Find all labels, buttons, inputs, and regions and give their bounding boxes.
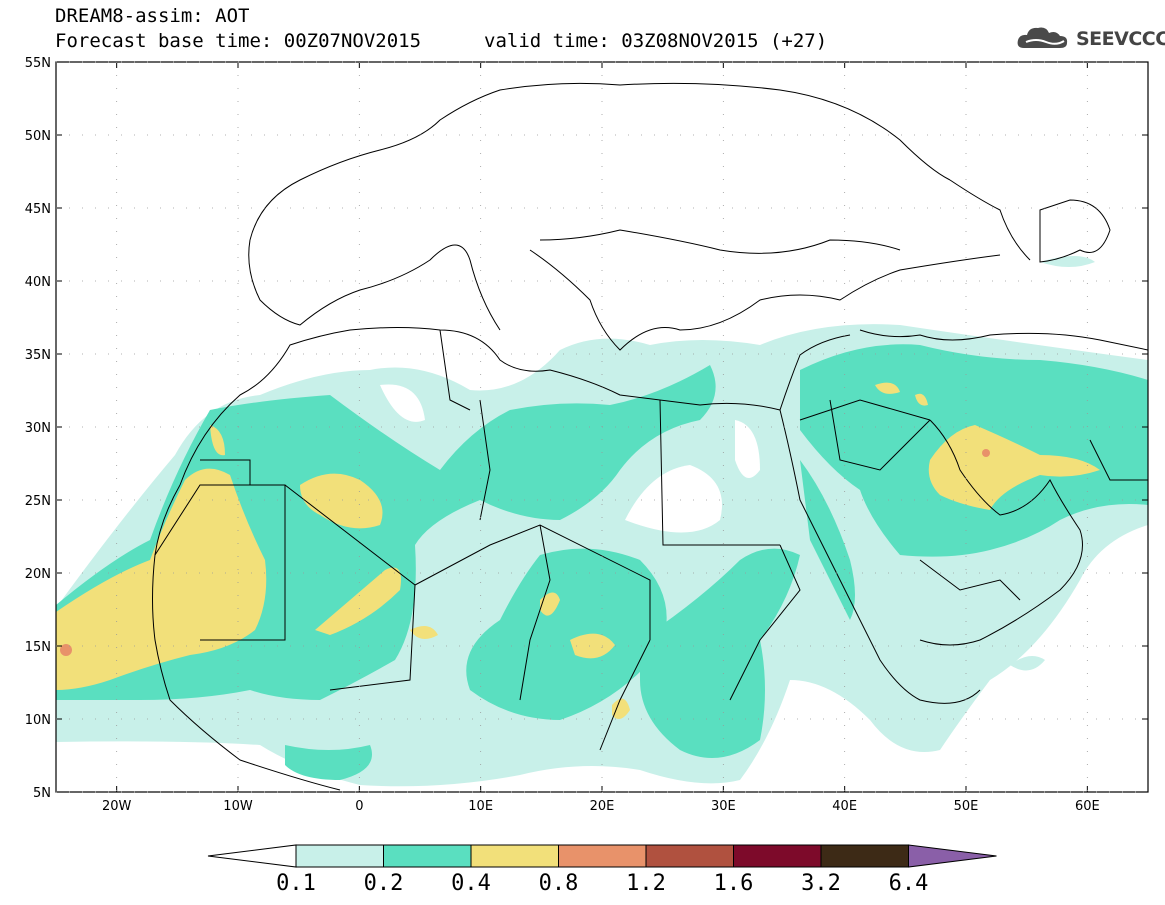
lat-label: 25N [25, 494, 51, 509]
map-title: DREAM8-assim: AOT [55, 5, 250, 27]
colorbar-box [383, 844, 472, 868]
longitude-axis: 20W 10W 0 10E 20E 30E 40E 50E 60E [102, 62, 1100, 814]
lon-label: 30E [711, 799, 736, 814]
colorbar-label: 0.4 [451, 871, 491, 896]
colorbar-box [295, 844, 384, 868]
aot-level-0.4 [56, 382, 1100, 719]
colorbar-under-arrow [207, 844, 297, 868]
lon-label: 0 [355, 799, 363, 814]
colorbar-box [645, 844, 734, 868]
lat-label: 30N [25, 421, 51, 436]
colorbar-box [470, 844, 559, 868]
colorbar-label: 0.2 [364, 871, 404, 896]
colorbar-box [820, 844, 909, 868]
colorbar-box [733, 844, 822, 868]
seevccc-logo: SEEVCCC [1016, 24, 1165, 56]
colorbar-box [558, 844, 647, 868]
colorbar-over-arrow [908, 844, 997, 868]
lon-label: 60E [1075, 799, 1100, 814]
lon-label: 10W [223, 799, 253, 814]
aot-clear-areas [380, 384, 760, 533]
aot-fields [56, 82, 1148, 791]
lon-label: 20W [102, 799, 132, 814]
lat-label: 5N [33, 786, 51, 801]
colorbar-label: 0.8 [539, 871, 579, 896]
valid-time: valid time: 03Z08NOV2015 (+27) [484, 30, 828, 52]
lat-label: 55N [25, 56, 51, 71]
lat-label: 10N [25, 713, 51, 728]
aot-level-0.8 [60, 449, 990, 656]
lat-label: 20N [25, 567, 51, 582]
logo-text: SEEVCCC [1076, 28, 1165, 50]
coastlines-borders [152, 82, 1148, 791]
cloud-icon [1017, 27, 1068, 48]
lat-label: 50N [25, 129, 51, 144]
colorbar-label: 1.2 [626, 871, 666, 896]
colorbar-label: 1.6 [714, 871, 754, 896]
lon-label: 10E [468, 799, 493, 814]
colorbar-label: 3.2 [801, 871, 841, 896]
lat-label: 40N [25, 275, 51, 290]
lat-label: 35N [25, 348, 51, 363]
forecast-base-time: Forecast base time: 00Z07NOV2015 [55, 30, 422, 52]
colorbar-label: 0.1 [276, 871, 316, 896]
lat-label: 45N [25, 202, 51, 217]
colorbar-label: 6.4 [889, 871, 929, 896]
lon-label: 40E [832, 799, 857, 814]
lon-label: 50E [954, 799, 979, 814]
colorbar: 0.1 0.2 0.4 0.8 1.2 1.6 3.2 6.4 [207, 844, 997, 896]
lon-label: 20E [590, 799, 615, 814]
lat-label: 15N [25, 640, 51, 655]
